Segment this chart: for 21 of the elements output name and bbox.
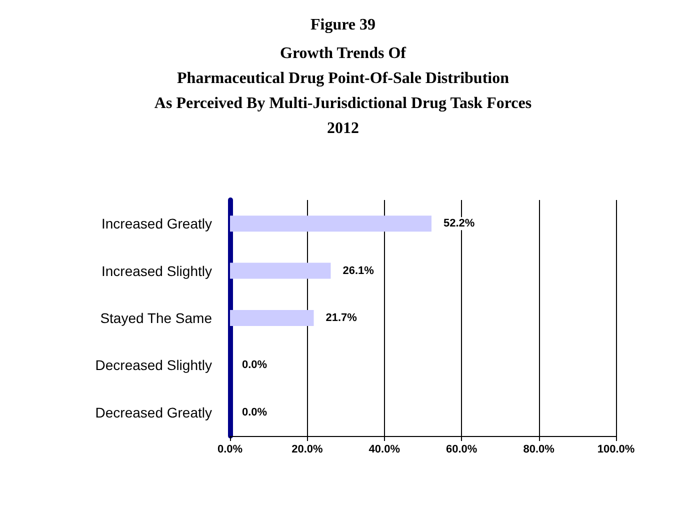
data-label: 0.0%	[242, 359, 268, 372]
bar	[230, 262, 331, 279]
y-tick-label: Stayed The Same	[100, 310, 212, 326]
data-label: 21.7%	[326, 312, 358, 324]
x-tick-label: 80.0%	[523, 444, 555, 456]
y-tick-label: Decreased Greatly	[95, 404, 212, 420]
x-tick-label: 60.0%	[446, 444, 478, 456]
data-label: 26.1%	[342, 264, 374, 277]
data-label: 52.2%	[443, 218, 475, 230]
x-tick-label: 100.0%	[597, 444, 635, 456]
bar	[230, 216, 432, 232]
data-label: 0.0%	[242, 406, 268, 418]
x-tick-label: 0.0%	[217, 444, 243, 456]
y-tick-label: Decreased Slightly	[95, 357, 212, 374]
y-tick-label: Increased Slightly	[101, 262, 212, 279]
bar	[230, 310, 314, 326]
y-tick-label: Increased Greatly	[102, 216, 212, 232]
chart-title: Figure 39	[310, 16, 376, 34]
x-tick-label: 40.0%	[368, 444, 400, 456]
chart-subtitle: Growth Trends Of Pharmaceutical Drug Point-Of-Sale Distribution As Perceived By Multi-Jurisdictional Drug Task Forces 2012	[154, 45, 532, 137]
x-tick-label: 20.0%	[292, 444, 324, 456]
